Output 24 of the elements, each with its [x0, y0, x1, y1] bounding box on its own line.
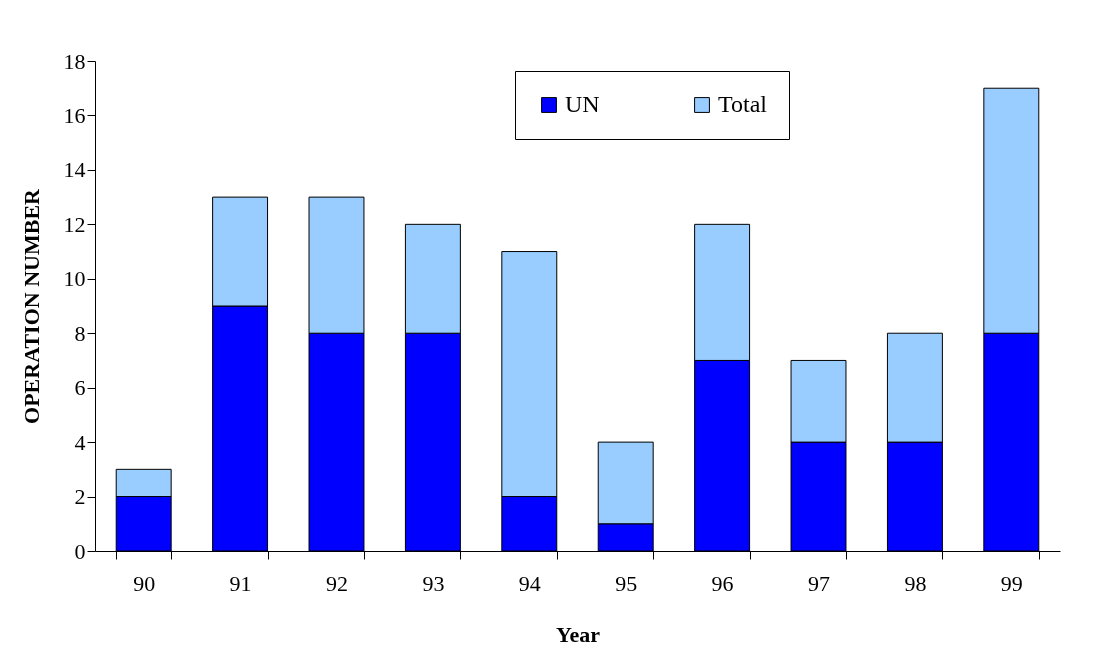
x-tick-label: 95 — [615, 570, 638, 596]
x-tick-label: 99 — [1000, 570, 1023, 596]
y-axis-title: OPERATION NUMBER — [18, 187, 44, 424]
x-axis-title: Year — [556, 621, 601, 647]
y-tick-label: 0 — [74, 538, 86, 564]
y-tick-label: 18 — [63, 48, 86, 74]
y-tick-label: 16 — [63, 102, 86, 128]
x-tick-label: 92 — [325, 570, 348, 596]
x-tick-label: 98 — [904, 570, 927, 596]
y-tick-label: 6 — [74, 375, 86, 401]
x-tick-label: 91 — [229, 570, 252, 596]
x-tick-label: 90 — [133, 570, 156, 596]
x-tick-label: 94 — [518, 570, 541, 596]
x-tick-label: 96 — [711, 570, 734, 596]
x-tick-label: 93 — [422, 570, 445, 596]
legend-label: Total — [718, 91, 768, 117]
x-tick-label: 97 — [808, 570, 831, 596]
y-tick-label: 8 — [74, 320, 86, 346]
y-tick-label: 4 — [74, 429, 86, 455]
y-tick-label: 14 — [63, 157, 86, 183]
y-tick-label: 2 — [74, 484, 86, 510]
y-tick-label: 10 — [63, 266, 86, 292]
y-tick-label: 12 — [63, 211, 86, 237]
legend-label: UN — [565, 91, 600, 117]
